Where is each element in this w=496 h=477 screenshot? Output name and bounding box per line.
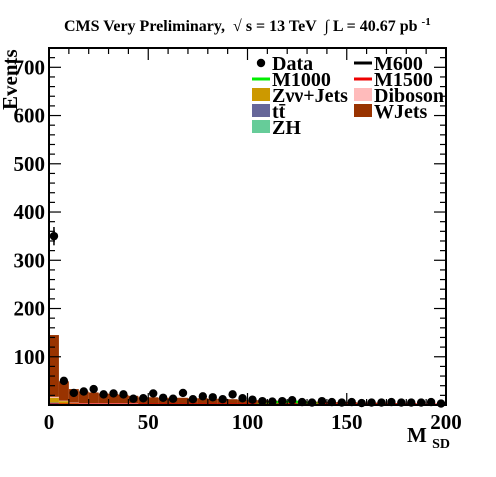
data-point-8 <box>129 395 137 403</box>
x-tick-label-200: 200 <box>430 410 462 434</box>
data-point-3 <box>80 387 88 395</box>
data-point-0 <box>50 232 58 240</box>
data-point-17 <box>218 395 226 403</box>
data-point-9 <box>139 394 147 402</box>
y-tick-label-200: 200 <box>14 297 46 321</box>
integral-symbol: ∫ <box>323 18 330 36</box>
data-point-13 <box>179 389 187 397</box>
data-point-18 <box>228 390 236 398</box>
data-point-16 <box>209 393 217 401</box>
data-point-6 <box>109 389 117 397</box>
stack-bar-4-bin-18 <box>228 399 238 404</box>
x-tick-label-0: 0 <box>44 410 55 434</box>
plot-title: CMS Very Preliminary, √ s = 13 TeV ∫ L =… <box>64 16 431 36</box>
data-point-10 <box>149 389 157 397</box>
legend-label-8: ZH <box>272 117 301 139</box>
legend-marker-0 <box>257 59 265 67</box>
legend-box-5 <box>354 88 372 101</box>
y-tick-label-600: 600 <box>14 104 46 128</box>
x-tick-label-150: 150 <box>331 410 363 434</box>
data-point-4 <box>89 385 97 393</box>
data-point-19 <box>238 394 246 402</box>
y-tick-label-500: 500 <box>14 152 46 176</box>
y-tick-label-400: 400 <box>14 200 46 224</box>
stack-bar-2-bin-0 <box>49 398 59 403</box>
data-point-14 <box>189 395 197 403</box>
data-point-39 <box>437 399 445 407</box>
stack-bar-4-bin-13 <box>178 398 188 404</box>
legend-box-6 <box>252 104 270 117</box>
x-axis-label-main: M <box>407 423 427 447</box>
data-point-5 <box>99 390 107 398</box>
sqrt-symbol: √ <box>233 18 242 35</box>
data-point-7 <box>119 390 127 398</box>
x-axis-label-sub: SD <box>432 437 450 452</box>
title-prefix: CMS Very Preliminary, <box>64 18 225 35</box>
data-point-31 <box>357 399 365 407</box>
stack-bar-4-bin-10 <box>148 397 158 404</box>
legend-box-7 <box>354 104 372 117</box>
title-lumi-exponent: -1 <box>422 16 431 28</box>
data-point-1 <box>60 377 68 385</box>
data-point-15 <box>199 392 207 400</box>
stack-bar-4-bin-4 <box>89 392 99 403</box>
data-point-12 <box>169 395 177 403</box>
data-point-20 <box>248 395 256 403</box>
title-lumi: L = 40.67 pb <box>333 18 418 35</box>
data-points <box>50 227 445 408</box>
y-tick-label-700: 700 <box>14 55 46 79</box>
y-tick-label-300: 300 <box>14 248 46 272</box>
stack-bar-3-bin-0 <box>49 397 59 398</box>
data-point-24 <box>288 396 296 404</box>
title-energy: s = 13 TeV <box>246 18 317 35</box>
legend-box-4 <box>252 88 270 101</box>
data-point-11 <box>159 394 167 402</box>
x-tick-label-100: 100 <box>232 410 264 434</box>
x-tick-label-50: 50 <box>138 410 159 434</box>
legend-label-7: WJets <box>374 101 428 123</box>
data-point-2 <box>70 389 78 397</box>
y-tick-label-100: 100 <box>14 345 46 369</box>
legend-box-8 <box>252 120 270 133</box>
